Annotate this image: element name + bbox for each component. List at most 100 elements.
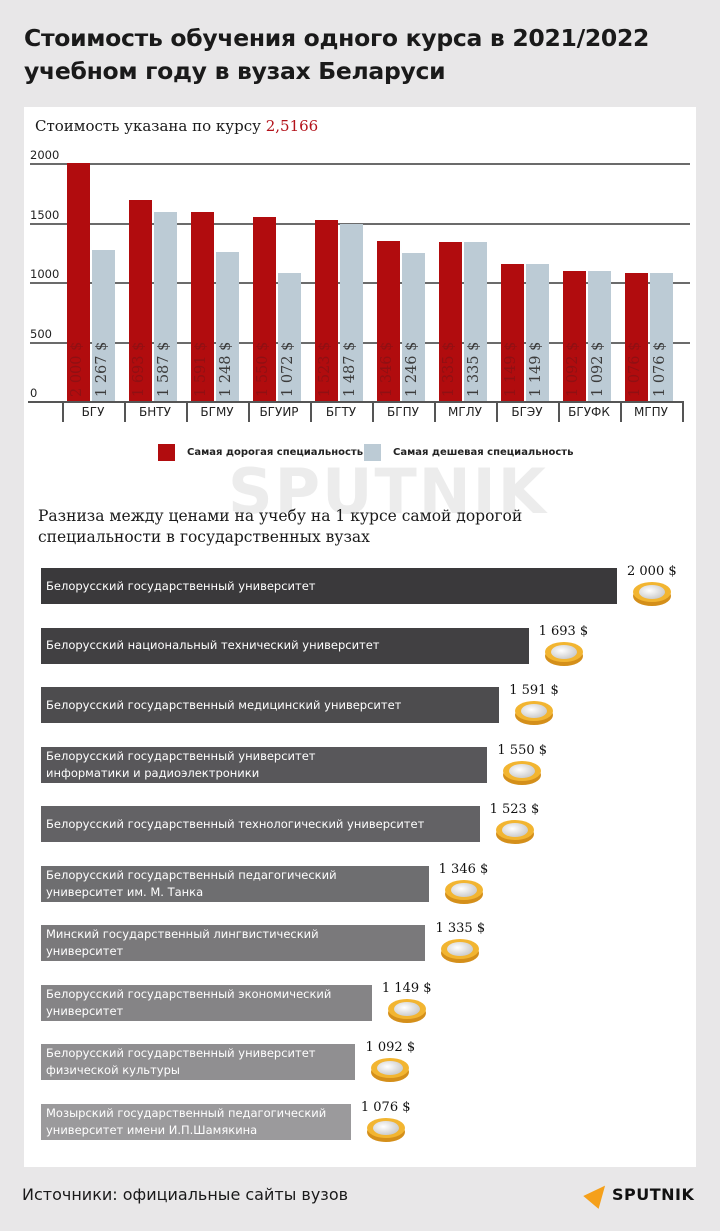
x-tick-divider — [310, 403, 312, 422]
legend-swatch-red — [158, 444, 175, 461]
horizontal-chart-title: Разниза между ценами на учебу на 1 курсе… — [38, 507, 523, 546]
x-tick-divider — [434, 403, 436, 422]
bar-value-label: 1 072 $ — [279, 341, 296, 397]
university-name: Белорусский государственный университет ф… — [46, 1046, 316, 1077]
bar-expensive: 1 335 $ — [439, 242, 462, 401]
bar-expensive: 1 693 $ — [129, 199, 152, 401]
bar-value-label: 1 076 $ — [651, 341, 668, 397]
bar-value-label: 1 587 $ — [155, 341, 172, 397]
y-tick-label: 1500 — [30, 207, 60, 222]
bar-cheap: 1 267 $ — [92, 250, 115, 401]
coin-icon — [444, 879, 483, 904]
university-bar: Белорусский государственный университет — [41, 568, 617, 604]
legend-swatch-blue — [364, 444, 381, 461]
university-name: Белорусский национальный технический уни… — [46, 638, 380, 652]
sputnik-arrow-icon — [583, 1179, 613, 1209]
gridline — [30, 163, 690, 165]
bar-value-label: 1 092 $ — [589, 341, 606, 397]
university-bar: Белорусский государственный университет и… — [41, 746, 488, 783]
bar-value-label: 1 346 $ — [378, 341, 395, 397]
bar-value-label: 1 092 $ — [564, 341, 581, 397]
university-bar: Белорусский национальный технический уни… — [41, 627, 529, 664]
coin-icon — [371, 1058, 410, 1082]
price-label: 1 591 $ — [509, 683, 559, 698]
x-tick-divider — [248, 403, 250, 422]
chart-subtitle: Стоимость указана по курсу 2,5166 — [35, 117, 319, 135]
bar-cheap: 1 587 $ — [154, 212, 177, 401]
university-bar: Белорусский государственный педагогическ… — [41, 865, 429, 902]
bar-value-label: 1 591 $ — [192, 341, 209, 397]
coin-icon — [441, 939, 480, 963]
legend-item-cheap: Самая дешевая специальность — [364, 444, 573, 461]
coin-icon — [544, 641, 583, 666]
page-title: Стоимость обучения одного курса в 2021/2… — [24, 22, 704, 88]
x-tick-divider — [124, 403, 126, 422]
x-category-label: БГМУ — [200, 405, 234, 419]
x-tick-divider — [682, 403, 684, 422]
legend-item-expensive: Самая дорогая специальность — [158, 444, 363, 461]
bar-value-label: 1 335 $ — [465, 341, 482, 397]
bar-expensive: 1 523 $ — [315, 219, 338, 401]
gridline — [30, 222, 690, 225]
coin-icon — [387, 998, 426, 1023]
x-tick-divider — [496, 403, 498, 422]
exchange-rate: 2,5166 — [265, 117, 319, 135]
coin-icon — [515, 701, 554, 725]
x-category-label: БГУИР — [259, 405, 299, 419]
bar-value-label: 1 523 $ — [316, 341, 333, 397]
university-bar: Белорусский государственный технологичес… — [41, 806, 480, 842]
university-name: Белорусский государственный университет и… — [46, 748, 316, 780]
bar-value-label: 1 149 $ — [527, 341, 544, 397]
price-label: 1 550 $ — [497, 742, 548, 758]
bar-value-label: 1 149 $ — [502, 341, 519, 397]
university-name: Белорусский государственный технологичес… — [46, 816, 425, 831]
bar-expensive: 1 092 $ — [563, 271, 586, 401]
x-category-label: БГТУ — [325, 405, 357, 419]
x-tick-divider — [62, 403, 64, 422]
university-bar: Минский государственный лингвистический у… — [41, 925, 426, 961]
title-line-1: Стоимость обучения одного курса в 2021/2… — [24, 24, 650, 52]
bar-cheap: 1 487 $ — [340, 224, 363, 401]
bar-cheap: 1 335 $ — [464, 242, 487, 401]
price-label: 1 693 $ — [538, 623, 589, 639]
bar-expensive: 1 591 $ — [191, 211, 214, 401]
y-tick-label: 1000 — [30, 267, 60, 281]
university-name: Минский государственный лингвистический у… — [46, 927, 319, 958]
coin-icon — [633, 582, 671, 606]
university-name: Белорусский государственный медицинский … — [46, 697, 402, 712]
bar-expensive: 1 149 $ — [501, 264, 524, 401]
university-bar: Белорусский государственный университет ф… — [41, 1044, 356, 1080]
bar-expensive: 1 550 $ — [253, 216, 276, 401]
x-tick-divider — [558, 403, 560, 422]
bar-value-label: 2 000 $ — [68, 341, 85, 397]
bar-value-label: 1 487 $ — [341, 341, 358, 397]
bar-value-label: 1 246 $ — [403, 341, 420, 397]
x-category-label: БГПУ — [387, 405, 419, 419]
bar-cheap: 1 072 $ — [278, 273, 301, 401]
bar-cheap: 1 092 $ — [588, 271, 611, 401]
bar-expensive: 1 346 $ — [377, 240, 400, 401]
university-bar: Мозырский государственный педагогический… — [41, 1103, 351, 1140]
price-label: 1 092 $ — [365, 1040, 416, 1055]
bar-expensive: 1 076 $ — [625, 272, 648, 401]
bar-value-label: 1 076 $ — [626, 341, 643, 397]
university-name: Белорусский государственный педагогическ… — [46, 867, 337, 899]
university-bar: Белорусский государственный медицинский … — [41, 687, 500, 723]
x-category-label: БНТУ — [139, 405, 171, 419]
bar-cheap: 1 246 $ — [402, 252, 425, 401]
x-tick-divider — [372, 403, 374, 422]
sputnik-watermark: SPUTNIK — [228, 455, 548, 528]
bar-value-label: 1 248 $ — [217, 341, 234, 397]
x-tick-divider — [186, 403, 188, 422]
price-label: 1 523 $ — [489, 802, 540, 817]
bar-cheap: 1 248 $ — [216, 252, 239, 401]
university-bar: Белорусский государственный экономически… — [41, 984, 372, 1021]
coin-icon — [495, 820, 534, 844]
y-tick-label: 0 — [30, 386, 38, 400]
bar-value-label: 1 693 $ — [130, 341, 147, 397]
university-name: Белорусский государственный экономически… — [46, 986, 332, 1018]
bar-cheap: 1 149 $ — [526, 264, 549, 401]
sputnik-logo: SPUTNIK — [583, 1179, 694, 1209]
university-name: Белорусский государственный университет — [46, 578, 316, 593]
x-category-label: БГЭУ — [511, 405, 543, 419]
